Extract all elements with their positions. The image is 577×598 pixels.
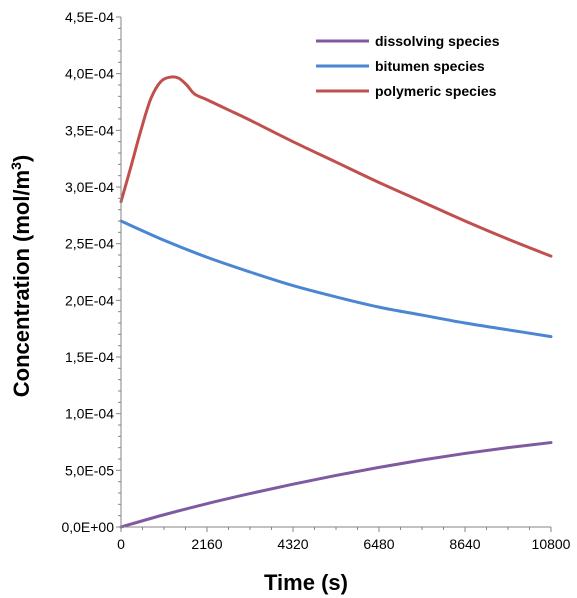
x-tick-label: 2160: [191, 536, 222, 552]
legend-label-polymeric-species: polymeric species: [375, 83, 497, 99]
series-line-bitumen-species: [119, 219, 553, 339]
y-axis-title-main: Concentration (mol/m: [9, 170, 34, 397]
y-tick-label: 1,5E-04: [65, 349, 114, 365]
y-tick-label: 0,0E+00: [61, 519, 114, 535]
x-tick-label: 10800: [532, 536, 571, 552]
x-tick-label: 0: [117, 536, 125, 552]
x-tick-label: 4320: [277, 536, 308, 552]
legend-label-bitumen-species: bitumen species: [375, 58, 485, 74]
legend-label-dissolving-species: dissolving species: [375, 33, 500, 49]
series-line-dissolving-species: [119, 441, 553, 529]
series-line-polymeric-species: [119, 75, 553, 258]
x-tick-label: 8640: [449, 536, 480, 552]
y-tick-label: 3,0E-04: [65, 179, 114, 195]
y-tick-label: 3,5E-04: [65, 122, 114, 138]
y-tick-label: 1,0E-04: [65, 406, 114, 422]
y-tick-label: 4,0E-04: [65, 66, 114, 82]
y-tick-label: 2,5E-04: [65, 236, 114, 252]
x-tick-label: 6480: [363, 536, 394, 552]
y-tick-label: 2,0E-04: [65, 292, 114, 308]
y-tick-label: 4,5E-04: [65, 9, 114, 25]
y-axis-title-end: ): [9, 155, 34, 162]
y-axis-title-superscript: 3: [8, 162, 24, 170]
axes-layer: 0,0E+00 5,0E-05 1,0E-04 1,5E-04 2,0E-04 2,5E-…: [61, 9, 570, 552]
series-layer: [119, 75, 553, 529]
y-axis-title: Concentration (mol/m3): [8, 155, 34, 397]
y-tick-label: 5,0E-05: [65, 462, 114, 478]
legend: dissolving species bitumen species polymer…: [316, 33, 500, 99]
x-axis-title: Time (s): [264, 570, 348, 595]
